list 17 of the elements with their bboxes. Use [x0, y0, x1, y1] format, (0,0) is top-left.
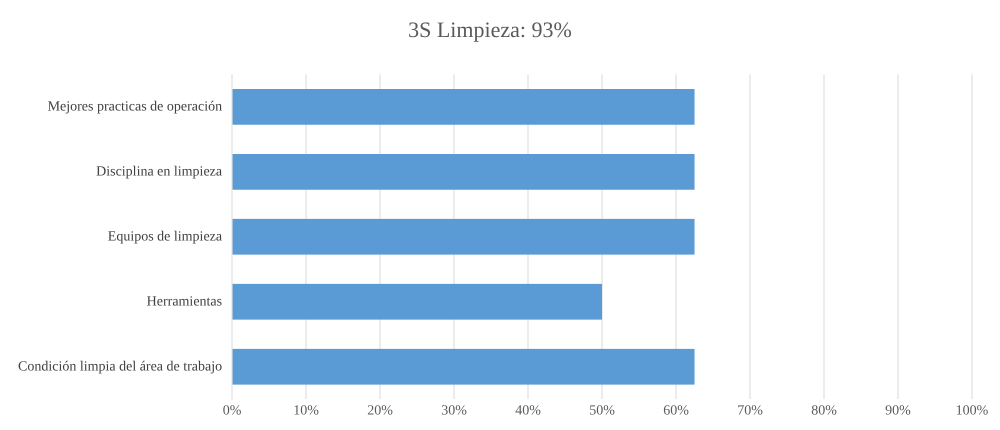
x-tick-label: 20%: [367, 403, 394, 418]
x-tick-label: 90%: [885, 403, 912, 418]
y-tick-label: Disciplina en limpieza: [96, 164, 223, 180]
x-tick-label: 50%: [589, 403, 616, 418]
x-tick-label: 60%: [663, 403, 690, 418]
x-tick-label: 70%: [737, 403, 764, 418]
y-tick-label: Condición limpia del área de trabajo: [18, 359, 222, 374]
y-tick-label: Equipos de limpieza: [108, 229, 223, 244]
x-tick-label: 40%: [515, 403, 542, 418]
y-tick-label: Herramientas: [146, 294, 222, 310]
x-tick-label: 100%: [956, 403, 989, 418]
x-tick-label: 0%: [222, 403, 242, 418]
y-tick-label: Mejores practicas de operación: [48, 100, 222, 115]
x-tick-label: 10%: [293, 403, 320, 418]
x-tick-label: 30%: [441, 403, 468, 418]
x-tick-label: 80%: [811, 403, 838, 418]
chart-title: 3S Limpieza: 93%: [408, 16, 572, 42]
